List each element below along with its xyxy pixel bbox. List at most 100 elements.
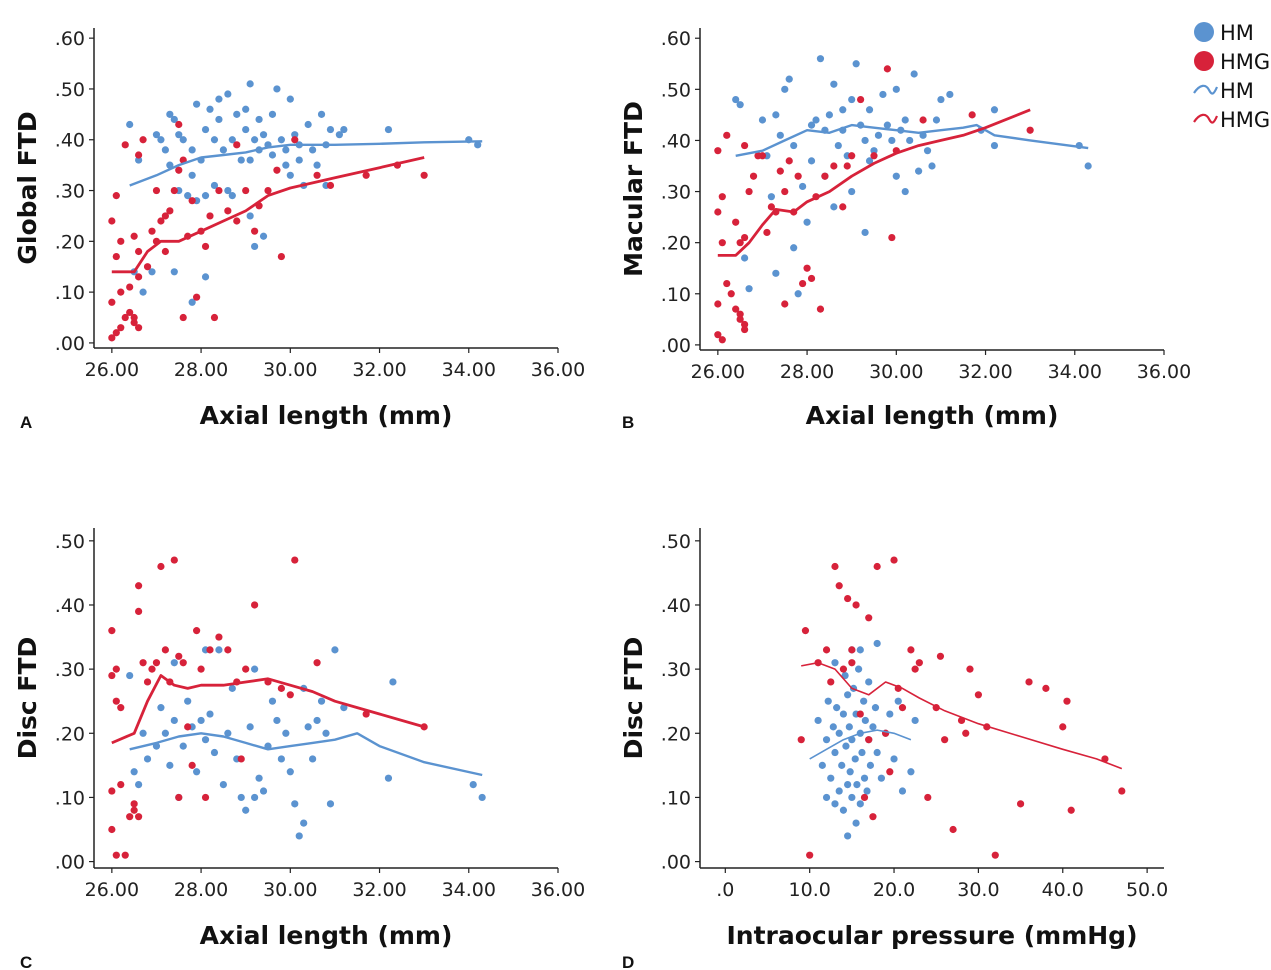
point-hmg xyxy=(193,293,201,301)
x-tick-label: 30.0 xyxy=(957,879,999,901)
point-hmg xyxy=(126,283,134,291)
point-hm xyxy=(888,136,896,145)
point-hm xyxy=(188,146,196,154)
point-hmg xyxy=(175,793,183,802)
point-hmg xyxy=(108,825,116,834)
x-tick-label: 34.00 xyxy=(442,879,496,901)
point-hmg xyxy=(175,652,183,660)
panel-letter: D xyxy=(622,953,634,970)
point-hm xyxy=(831,659,839,667)
point-hm xyxy=(317,697,326,705)
point-hm xyxy=(130,768,138,776)
point-hmg xyxy=(201,793,210,802)
point-hm xyxy=(166,110,174,118)
point-hm xyxy=(224,90,232,98)
y-tick-label: .00 xyxy=(661,852,691,874)
point-hmg xyxy=(175,166,183,174)
point-hmg xyxy=(962,729,970,737)
point-hmg xyxy=(237,755,245,763)
point-hm xyxy=(215,95,223,103)
point-hmg xyxy=(277,252,285,261)
point-hm xyxy=(184,697,192,705)
point-hm xyxy=(273,716,281,725)
point-hm xyxy=(915,167,923,175)
point-hm xyxy=(856,646,864,654)
point-hm xyxy=(732,95,740,104)
point-hm xyxy=(184,192,192,200)
point-hmg xyxy=(201,242,210,251)
point-hmg xyxy=(1118,787,1126,795)
point-hm xyxy=(286,171,294,179)
point-hm xyxy=(825,111,833,119)
point-hmg xyxy=(1063,697,1071,705)
point-hm xyxy=(844,781,852,789)
x-tick-label: 30.00 xyxy=(263,359,317,381)
point-hmg xyxy=(968,111,976,119)
point-hm xyxy=(812,116,820,124)
point-hmg xyxy=(848,152,856,160)
point-hmg xyxy=(130,232,138,240)
point-hmg xyxy=(911,665,919,673)
point-hm xyxy=(839,710,848,718)
point-hm xyxy=(845,723,853,731)
point-hmg xyxy=(251,227,259,235)
point-hmg xyxy=(135,607,143,615)
point-hmg xyxy=(121,141,129,149)
point-hm xyxy=(331,646,339,654)
point-hm xyxy=(170,115,178,124)
y-tick-label: .40 xyxy=(661,130,691,152)
point-hm xyxy=(384,774,393,782)
point-hmg xyxy=(130,806,138,814)
point-hmg xyxy=(821,172,829,180)
point-hm xyxy=(228,136,236,144)
x-tick-label: 28.00 xyxy=(780,361,834,383)
point-hm xyxy=(175,131,183,139)
point-hm xyxy=(871,704,880,712)
x-tick-label: 30.00 xyxy=(263,879,317,901)
point-hm xyxy=(874,131,883,139)
point-hmg xyxy=(781,187,789,196)
point-hm xyxy=(309,755,317,763)
point-hmg xyxy=(170,556,178,564)
point-hm xyxy=(157,136,165,144)
chart-panel-a: .00 .10 .20 .30 .40 .50 .60 26.00 28.00 30.00 32.0… xyxy=(13,28,585,432)
point-hmg xyxy=(1059,723,1067,731)
legend-marker-hm xyxy=(1194,22,1214,42)
point-hmg xyxy=(919,116,927,124)
point-hm xyxy=(326,800,335,808)
point-hmg xyxy=(736,315,744,323)
y-tick-label: .30 xyxy=(661,659,691,681)
point-hm xyxy=(838,761,846,769)
point-hm xyxy=(814,716,822,725)
point-hmg xyxy=(732,305,740,313)
point-hm xyxy=(170,659,178,667)
point-hmg xyxy=(215,633,223,641)
legend-label: HMG xyxy=(1220,108,1270,132)
x-tick-label: 34.00 xyxy=(442,359,496,381)
point-hm xyxy=(907,768,915,776)
point-hmg xyxy=(936,652,945,660)
point-hm xyxy=(824,697,832,705)
x-tick-label: 36.00 xyxy=(531,359,585,381)
point-hm xyxy=(898,787,907,795)
point-hm xyxy=(148,268,156,276)
point-hm xyxy=(206,105,214,113)
point-hm xyxy=(282,729,290,737)
point-hmg xyxy=(767,203,775,211)
point-hmg xyxy=(806,851,814,859)
point-hmg xyxy=(741,141,749,150)
point-hm xyxy=(745,285,753,293)
point-hmg xyxy=(135,151,143,159)
point-hmg xyxy=(179,313,187,322)
point-hm xyxy=(251,242,259,251)
point-hm xyxy=(259,787,268,795)
point-hm xyxy=(834,141,842,150)
point-hm xyxy=(309,146,317,154)
point-hm xyxy=(246,156,254,164)
point-hm xyxy=(841,671,849,680)
point-hmg xyxy=(362,171,370,179)
point-hmg xyxy=(135,324,143,332)
point-hm xyxy=(831,800,839,808)
point-hm xyxy=(179,136,187,144)
point-hmg xyxy=(108,627,116,635)
